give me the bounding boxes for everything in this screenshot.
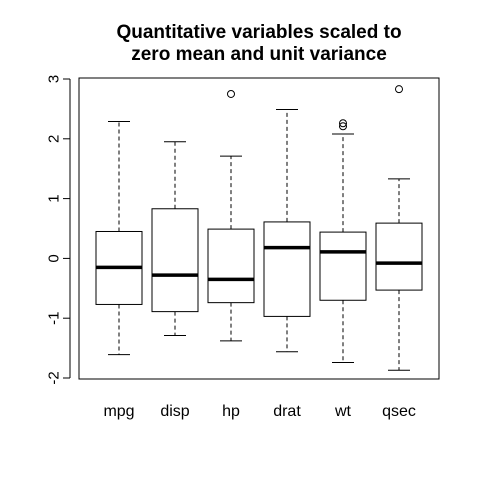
y-tick-label: -1 [46, 312, 63, 325]
chart-title-line-1: Quantitative variables scaled to [116, 22, 401, 43]
outlier-point [227, 89, 235, 98]
x-category-label: wt [334, 403, 352, 420]
y-axis: -2 -1 0 1 2 3 [46, 75, 71, 385]
outlier-point [339, 122, 347, 131]
outlier-point [395, 85, 403, 94]
box-qsec [375, 85, 423, 371]
x-category-label: mpg [103, 403, 134, 420]
x-category-label: hp [222, 403, 240, 420]
y-tick-label: 2 [46, 135, 63, 143]
y-tick-label: 3 [46, 75, 63, 83]
y-tick-label: -2 [46, 371, 63, 384]
iqr-box [375, 222, 423, 291]
x-category-label: disp [160, 403, 189, 420]
x-axis-labels: mpg disp hp drat wt qsec [103, 403, 415, 420]
y-tick-label: 1 [46, 194, 63, 202]
box-mpg [95, 120, 143, 356]
outlier-point [339, 119, 347, 128]
x-category-label: qsec [382, 403, 416, 420]
iqr-box [319, 231, 367, 301]
box-hp [207, 89, 255, 342]
box-disp [151, 141, 199, 337]
x-category-label: drat [273, 403, 301, 420]
chart-title-line-2: zero mean and unit variance [131, 44, 387, 65]
plot-frame [78, 77, 440, 380]
y-tick-label: 0 [46, 254, 63, 262]
box-drat [263, 108, 311, 353]
iqr-box [207, 228, 255, 304]
iqr-box [263, 221, 311, 317]
iqr-box [151, 208, 199, 313]
boxes-group [95, 85, 423, 371]
box-wt [319, 119, 367, 363]
